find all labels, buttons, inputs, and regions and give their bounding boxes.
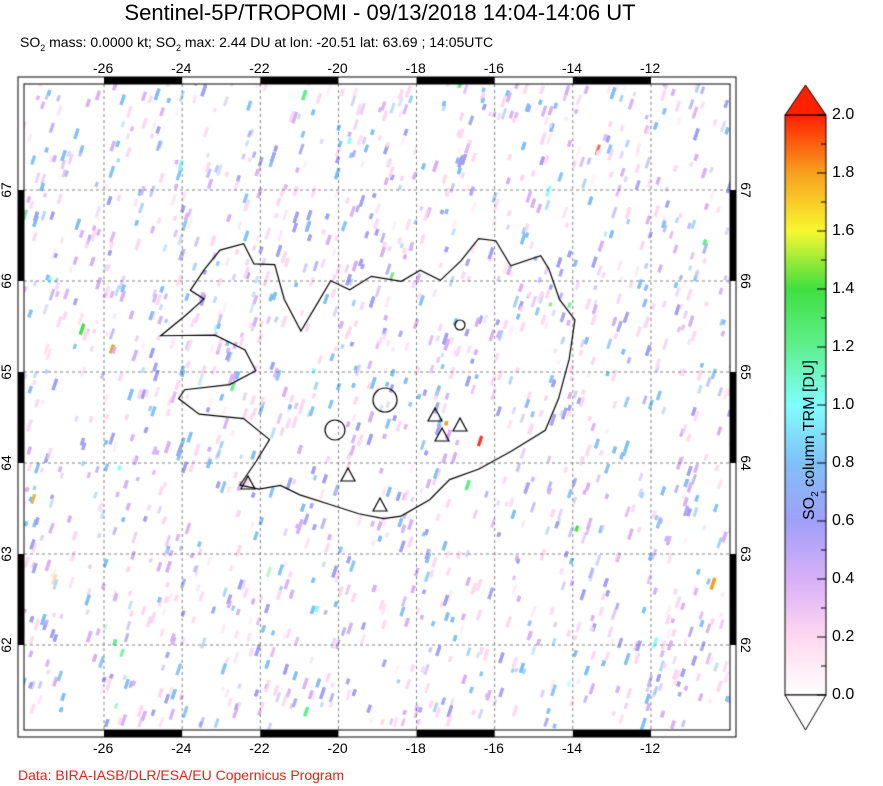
colorbar-tick-label: 0.0	[832, 686, 855, 703]
subtitle-text: mass: 0.0000 kt; SO	[45, 34, 176, 50]
lon-tick-label: -24	[171, 740, 192, 756]
lon-tick-label: -18	[405, 740, 426, 756]
colorbar-tick-label: 2.0	[832, 106, 855, 123]
lat-tick-label: 67	[737, 182, 754, 198]
lon-tick-label: -22	[249, 60, 270, 76]
colorbar-label-text: SO	[801, 496, 818, 520]
colorbar-tick-label: 1.8	[832, 164, 855, 181]
lon-tick-label: -26	[93, 60, 114, 76]
lat-tick-label: 64	[0, 455, 14, 471]
colorbar-tick-label: 1.0	[832, 396, 855, 413]
colorbar-label: SO2 column TRM [DU]	[801, 360, 821, 520]
lat-tick-label: 62	[737, 637, 754, 653]
lon-tick-label: -14	[561, 60, 583, 76]
subtitle-sub: 2	[40, 42, 46, 53]
lat-tick-label: 63	[0, 546, 14, 562]
page-title: Sentinel-5P/TROPOMI - 09/13/2018 14:04-1…	[124, 0, 636, 25]
colorbar-tick-label: 1.6	[832, 222, 855, 239]
lon-tick-label: -12	[639, 60, 661, 76]
lat-tick-label: 62	[0, 637, 14, 653]
lon-tick-label: -22	[249, 740, 270, 756]
colorbar-tick-label: 1.2	[832, 338, 855, 355]
lat-tick-label: 64	[737, 455, 754, 471]
lon-tick-label: -14	[561, 740, 583, 756]
lon-tick-label: -20	[327, 740, 348, 756]
subtitle-sub: 2	[175, 42, 181, 53]
subtitle-text: max: 2.44 DU at lon: -20.51 lat: 63.69 ;…	[181, 34, 494, 50]
lat-tick-label: 67	[0, 182, 14, 198]
lon-tick-label: -16	[483, 740, 504, 756]
lat-tick-label: 63	[737, 546, 754, 562]
lon-tick-label: -18	[405, 60, 426, 76]
lat-tick-label: 66	[0, 273, 14, 289]
lat-tick-label: 65	[737, 364, 754, 380]
lon-tick-label: -20	[327, 60, 348, 76]
lat-tick-label: 65	[0, 364, 14, 380]
lat-tick-label: 66	[737, 273, 754, 289]
colorbar-tick-label: 0.6	[832, 512, 855, 529]
subtitle-text: SO	[20, 34, 41, 50]
subtitle: SO2 mass: 0.0000 kt; SO2 max: 2.44 DU at…	[20, 34, 493, 53]
colorbar-tick-label: 0.2	[832, 628, 855, 645]
colorbar-tick-label: 1.4	[832, 280, 855, 297]
colorbar-tick-label: 0.8	[832, 454, 855, 471]
colorbar-label-sub: 2	[810, 491, 822, 497]
colorbar-label-text: column TRM [DU]	[801, 360, 818, 492]
data-credit: Data: BIRA-IASB/DLR/ESA/EU Copernicus Pr…	[18, 767, 345, 783]
lon-tick-label: -26	[93, 740, 114, 756]
lon-tick-label: -16	[483, 60, 504, 76]
lon-tick-label: -24	[171, 60, 192, 76]
colorbar-tick-label: 0.4	[832, 570, 855, 587]
lon-tick-label: -12	[639, 740, 661, 756]
